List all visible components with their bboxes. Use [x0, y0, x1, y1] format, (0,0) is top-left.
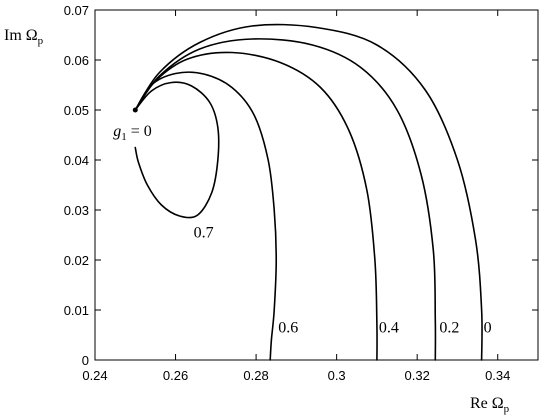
series-label: 0.4 [379, 320, 399, 337]
y-tick-label: 0.06 [64, 53, 89, 68]
start-point-marker [132, 107, 138, 113]
series-line-0.2 [134, 38, 437, 361]
y-tick-label: 0.03 [64, 203, 89, 218]
series-label: 0 [484, 320, 492, 337]
x-tick-label: 0.3 [328, 368, 346, 383]
series-line-0.6 [134, 71, 278, 361]
y-tick-label: 0.07 [64, 3, 89, 18]
x-tick-labels: 0.24 0.26 0.28 0.3 0.32 0.34 [82, 368, 510, 383]
y-tick-label: 0.05 [64, 103, 89, 118]
series-line-0.4 [134, 51, 378, 361]
y-tick-label: 0 [82, 353, 89, 368]
y-tick-label: 0.01 [64, 303, 89, 318]
series-label: 0.7 [194, 225, 214, 242]
start-label: g1 = 0 [113, 123, 152, 143]
y-tick-label: 0.02 [64, 253, 89, 268]
x-axis-label: Re Ωp [470, 395, 510, 415]
series-line-0 [134, 23, 483, 361]
plot-frame [94, 9, 539, 361]
series-line-0.7 [134, 81, 220, 219]
y-tick-label: 0.04 [64, 153, 89, 168]
series-curves [134, 23, 483, 361]
axis-ticks [94, 9, 538, 361]
series-annotations: 0 0.2 0.4 0.6 0.7 [194, 225, 492, 337]
x-tick-label: 0.24 [82, 368, 107, 383]
y-tick-labels: 0 0.01 0.02 0.03 0.04 0.05 0.06 0.07 [64, 3, 89, 368]
x-tick-label: 0.34 [485, 368, 510, 383]
x-tick-label: 0.32 [405, 368, 430, 383]
y-axis-label: Im Ωp [4, 27, 44, 47]
x-tick-label: 0.28 [243, 368, 268, 383]
series-label: 0.6 [278, 320, 298, 337]
x-tick-label: 0.26 [163, 368, 188, 383]
series-label: 0.2 [439, 320, 459, 337]
